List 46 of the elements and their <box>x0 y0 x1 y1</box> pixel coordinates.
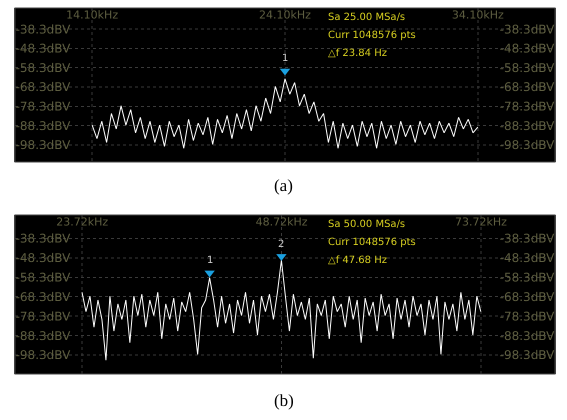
x-tick-label: 24.10kHz <box>259 8 312 22</box>
y2-tick-label: -58.3dBV <box>500 60 556 75</box>
y2-tick-label: -98.3dBV <box>500 348 556 362</box>
y-tick-label: -78.3dBV <box>16 309 72 324</box>
y-tick-label: -98.3dBV <box>16 138 72 152</box>
x-tick-label: 34.10kHz <box>452 8 504 22</box>
y-tick-label: -68.3dBV <box>16 80 72 94</box>
y2-tick-label: -68.3dBV <box>500 290 556 304</box>
annotation: Curr 1048576 pts <box>328 237 416 248</box>
x-tick-label: 48.72kHz <box>256 216 308 229</box>
line-series <box>92 78 478 149</box>
annotation: 1 <box>282 53 288 64</box>
y-tick-label: -88.3dBV <box>16 118 72 133</box>
y2-tick-label: -88.3dBV <box>500 118 556 133</box>
y-tick-label: -68.3dBV <box>16 290 72 304</box>
y-tick-label: -38.3dBV <box>16 232 72 246</box>
annotation: △f 47.68 Hz <box>328 255 387 266</box>
text: (b) <box>274 391 294 410</box>
y-tick-label: -48.3dBV <box>16 42 72 56</box>
y-tick-label: -98.3dBV <box>16 348 72 362</box>
y2-tick-label: -48.3dBV <box>500 251 556 266</box>
x-tick-label: 23.72kHz <box>56 216 108 229</box>
y2-tick-label: -38.3dBV <box>500 22 556 36</box>
y-tick-label: -58.3dBV <box>16 60 72 75</box>
annotation: Curr 1048576 pts <box>328 30 416 41</box>
y2-tick-label: -48.3dBV <box>500 42 556 56</box>
y-tick-label: -88.3dBV <box>16 328 72 343</box>
y2-tick-label: -98.3dBV <box>500 138 556 152</box>
annotation: 2 <box>278 239 284 250</box>
annotation: △f 23.84 Hz <box>328 48 387 59</box>
x-tick-label: 73.72kHz <box>455 216 508 229</box>
y-tick-label: -38.3dBV <box>16 22 72 36</box>
y-tick-label: -78.3dBV <box>16 100 72 114</box>
annotation: Sa 50.00 MSa/s <box>328 219 406 230</box>
y2-tick-label: -58.3dBV <box>500 270 556 285</box>
y-tick-label: -58.3dBV <box>16 270 72 285</box>
annotation: Sa 25.00 MSa/s <box>328 12 406 23</box>
annotation: 1 <box>207 255 214 266</box>
y2-tick-label: -88.3dBV <box>500 328 556 343</box>
y-tick-label: -48.3dBV <box>16 251 72 266</box>
y2-tick-label: -68.3dBV <box>500 80 556 94</box>
y2-tick-label: -78.3dBV <box>500 100 556 114</box>
text: (a) <box>274 176 293 195</box>
y2-tick-label: -78.3dBV <box>500 309 556 324</box>
x-tick-label: 14.10kHz <box>66 8 118 22</box>
y2-tick-label: -38.3dBV <box>500 232 556 246</box>
